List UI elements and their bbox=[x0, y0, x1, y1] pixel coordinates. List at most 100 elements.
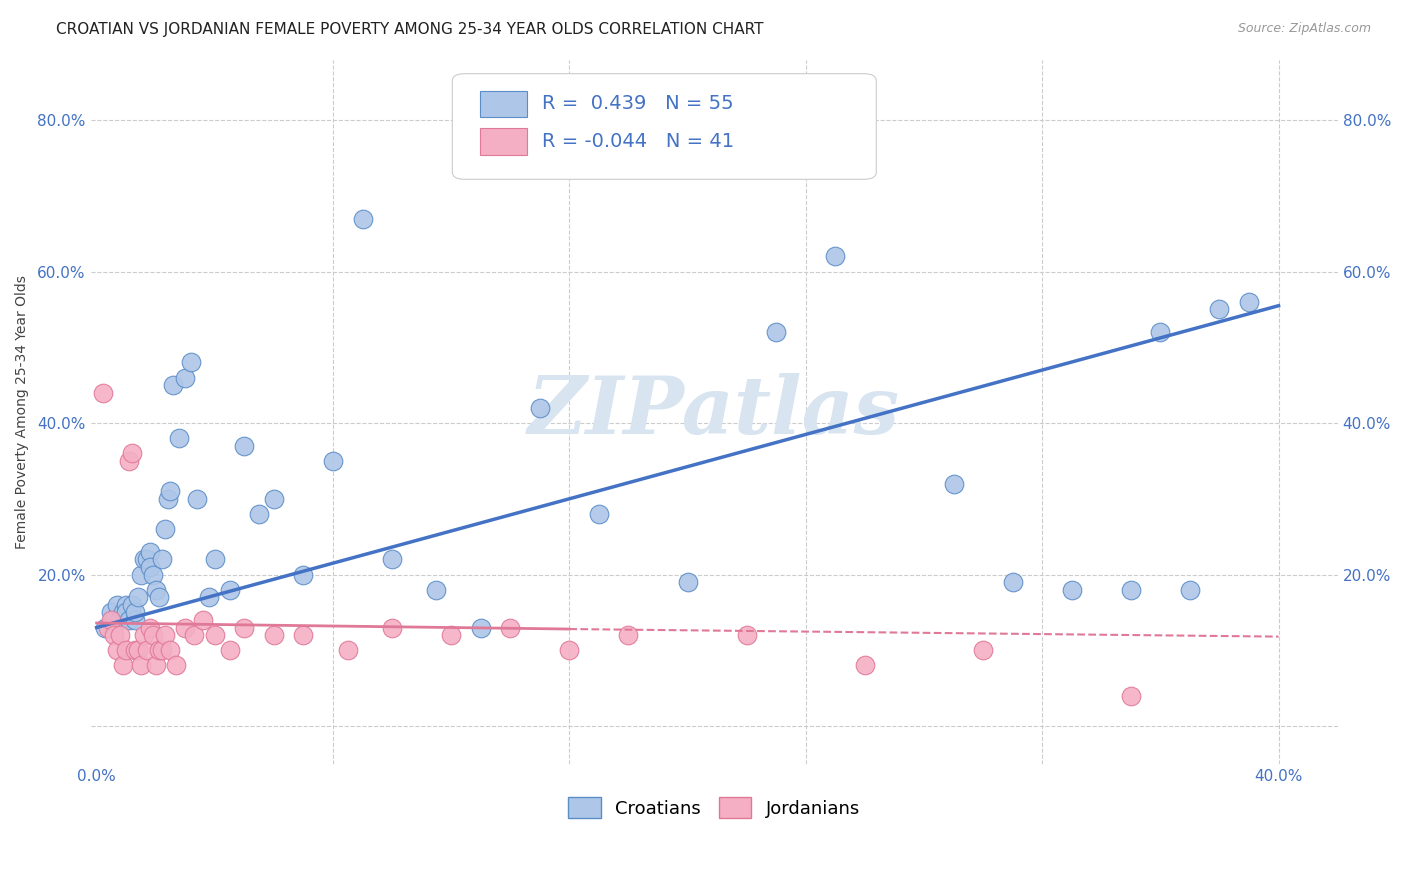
Point bbox=[139, 545, 162, 559]
Text: R = -0.044   N = 41: R = -0.044 N = 41 bbox=[543, 133, 734, 152]
Point bbox=[148, 643, 170, 657]
Point bbox=[1149, 325, 1171, 339]
Point bbox=[118, 613, 141, 627]
Point bbox=[617, 628, 640, 642]
Point bbox=[105, 598, 128, 612]
Point bbox=[100, 606, 122, 620]
Point bbox=[153, 522, 176, 536]
Point bbox=[150, 552, 173, 566]
Point bbox=[97, 621, 120, 635]
Point bbox=[1060, 582, 1083, 597]
Point bbox=[1178, 582, 1201, 597]
Point bbox=[103, 613, 125, 627]
Point bbox=[322, 454, 344, 468]
Point bbox=[148, 591, 170, 605]
Point bbox=[159, 643, 181, 657]
Point bbox=[381, 552, 404, 566]
Point bbox=[765, 325, 787, 339]
Point bbox=[115, 643, 138, 657]
Point bbox=[499, 621, 522, 635]
Point bbox=[1001, 575, 1024, 590]
Point bbox=[153, 628, 176, 642]
Point bbox=[135, 552, 157, 566]
Point bbox=[204, 552, 226, 566]
Point bbox=[183, 628, 205, 642]
Point bbox=[352, 211, 374, 226]
Point bbox=[440, 628, 463, 642]
Point bbox=[263, 628, 285, 642]
Point bbox=[942, 476, 965, 491]
Point bbox=[1119, 689, 1142, 703]
Point bbox=[142, 628, 165, 642]
Point bbox=[91, 385, 114, 400]
Point bbox=[115, 606, 138, 620]
Text: CROATIAN VS JORDANIAN FEMALE POVERTY AMONG 25-34 YEAR OLDS CORRELATION CHART: CROATIAN VS JORDANIAN FEMALE POVERTY AMO… bbox=[56, 22, 763, 37]
Point bbox=[292, 628, 315, 642]
FancyBboxPatch shape bbox=[479, 91, 527, 118]
Point bbox=[174, 370, 197, 384]
Point bbox=[124, 613, 146, 627]
Point bbox=[112, 606, 135, 620]
Point bbox=[292, 567, 315, 582]
Point bbox=[145, 582, 167, 597]
Y-axis label: Female Poverty Among 25-34 Year Olds: Female Poverty Among 25-34 Year Olds bbox=[15, 275, 30, 549]
Point bbox=[129, 567, 152, 582]
Text: Source: ZipAtlas.com: Source: ZipAtlas.com bbox=[1237, 22, 1371, 36]
Point bbox=[94, 621, 117, 635]
Point bbox=[336, 643, 359, 657]
Point bbox=[124, 606, 146, 620]
Point bbox=[174, 621, 197, 635]
Point bbox=[824, 250, 846, 264]
Point bbox=[735, 628, 758, 642]
Point bbox=[247, 507, 270, 521]
Point bbox=[1237, 294, 1260, 309]
Point bbox=[588, 507, 610, 521]
Point bbox=[135, 643, 157, 657]
Point bbox=[139, 621, 162, 635]
Point bbox=[127, 591, 149, 605]
Point bbox=[233, 621, 256, 635]
Point bbox=[110, 613, 132, 627]
Point bbox=[218, 582, 240, 597]
Point bbox=[204, 628, 226, 642]
Point bbox=[105, 643, 128, 657]
Text: ZIPatlas: ZIPatlas bbox=[529, 373, 900, 450]
Point bbox=[425, 582, 447, 597]
Text: R =  0.439   N = 55: R = 0.439 N = 55 bbox=[543, 95, 734, 113]
Point bbox=[150, 643, 173, 657]
Point bbox=[169, 431, 191, 445]
Point bbox=[112, 658, 135, 673]
Point bbox=[129, 658, 152, 673]
Point bbox=[121, 446, 143, 460]
Point bbox=[142, 567, 165, 582]
Point bbox=[145, 658, 167, 673]
Point bbox=[1208, 302, 1230, 317]
Point bbox=[972, 643, 994, 657]
Point bbox=[103, 628, 125, 642]
Point bbox=[132, 552, 155, 566]
Point bbox=[165, 658, 187, 673]
Point bbox=[127, 643, 149, 657]
Point bbox=[124, 643, 146, 657]
Point bbox=[121, 598, 143, 612]
Point bbox=[110, 628, 132, 642]
Point bbox=[233, 439, 256, 453]
Point bbox=[191, 613, 214, 627]
Point bbox=[263, 491, 285, 506]
Point bbox=[381, 621, 404, 635]
Point bbox=[180, 355, 202, 369]
Point bbox=[139, 560, 162, 574]
FancyBboxPatch shape bbox=[479, 128, 527, 154]
Point bbox=[470, 621, 492, 635]
FancyBboxPatch shape bbox=[453, 74, 876, 179]
Point bbox=[558, 643, 581, 657]
Point bbox=[118, 454, 141, 468]
Point bbox=[159, 484, 181, 499]
Point bbox=[529, 401, 551, 415]
Point bbox=[100, 613, 122, 627]
Point bbox=[676, 575, 699, 590]
Point bbox=[186, 491, 208, 506]
Point bbox=[853, 658, 876, 673]
Point bbox=[162, 378, 184, 392]
Point bbox=[218, 643, 240, 657]
